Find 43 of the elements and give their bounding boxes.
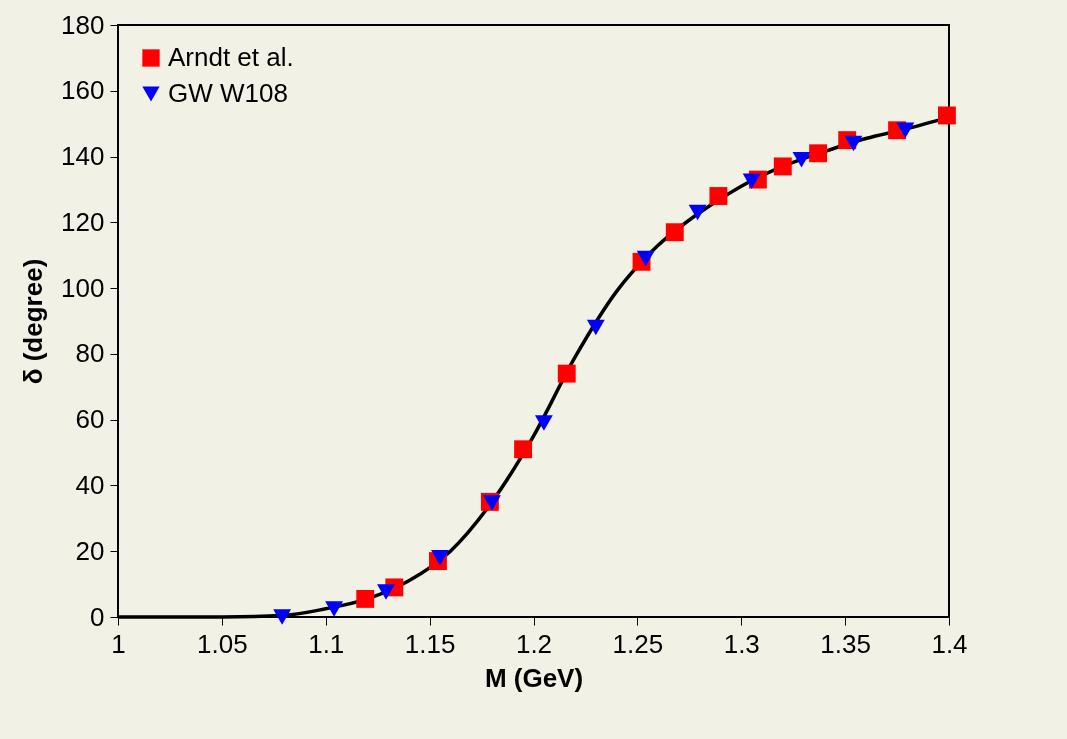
x-tick-label: 1.1 [308,628,345,659]
legend-label: Arndt et al. [168,42,294,72]
y-axis-title: δ (degree) [18,258,49,385]
point [636,250,655,267]
x-tick-label: 1.25 [612,628,664,659]
x-axis-title: M (GeV) [484,662,584,693]
point [377,584,395,600]
point [557,364,576,383]
y-tick-label: 60 [75,404,105,435]
y-tick-label: 140 [61,141,105,172]
point [586,319,605,336]
y-tick-label: 100 [61,272,105,303]
point [688,204,707,221]
point [742,173,761,189]
point [431,550,449,566]
y-tick-label: 0 [90,601,105,632]
point [325,601,343,617]
point [709,187,728,205]
y-tick-label: 180 [61,9,105,40]
y-tick-label: 160 [61,75,105,106]
point [792,152,811,168]
point [514,440,533,459]
y-tick-label: 120 [61,206,105,237]
point [809,144,828,163]
x-tick-label: 1.3 [723,628,760,659]
point [844,135,863,152]
x-tick-label: 1.35 [820,628,871,659]
point [273,609,292,625]
point [937,106,956,125]
x-tick-label: 1.05 [197,628,248,659]
x-tick-label: 1.15 [404,628,456,659]
point [356,589,375,608]
point [773,157,792,176]
x-tick-label: 1.4 [931,628,968,659]
legend-label: GW W108 [168,78,288,108]
point [896,122,915,138]
point [534,415,553,431]
y-tick-label: 80 [75,338,105,369]
x-tick-label: 1 [111,628,126,659]
y-tick-label: 40 [75,469,105,500]
point [665,223,684,242]
y-tick-label: 20 [75,535,105,566]
x-tick-label: 1.2 [515,628,553,659]
